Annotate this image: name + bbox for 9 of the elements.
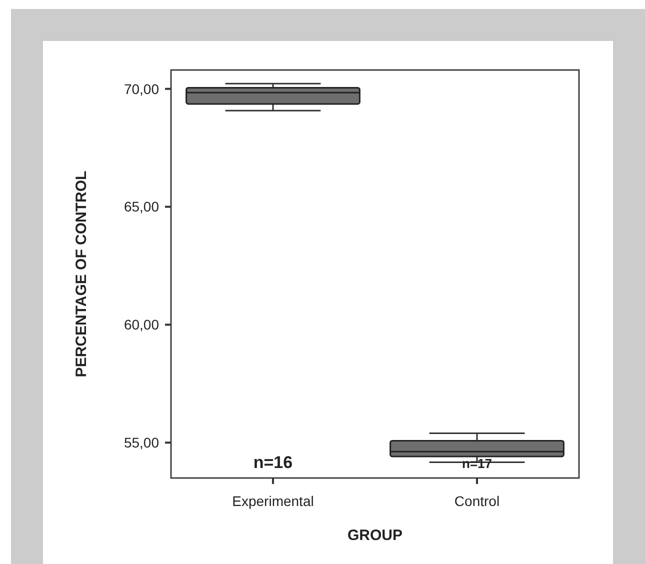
y-axis-title: PERCENTAGE OF CONTROL — [73, 170, 90, 378]
y-tick-label: 60,00 — [124, 316, 160, 333]
x-tick-label: Control — [454, 493, 500, 509]
y-tick-label: 55,00 — [124, 434, 160, 451]
x-axis-title: GROUP — [347, 527, 403, 544]
annotation: n=16 — [253, 453, 293, 472]
y-tick-label: 65,00 — [124, 198, 160, 215]
y-tick-label: 70,00 — [124, 80, 160, 97]
x-tick-label: Experimental — [232, 493, 314, 509]
